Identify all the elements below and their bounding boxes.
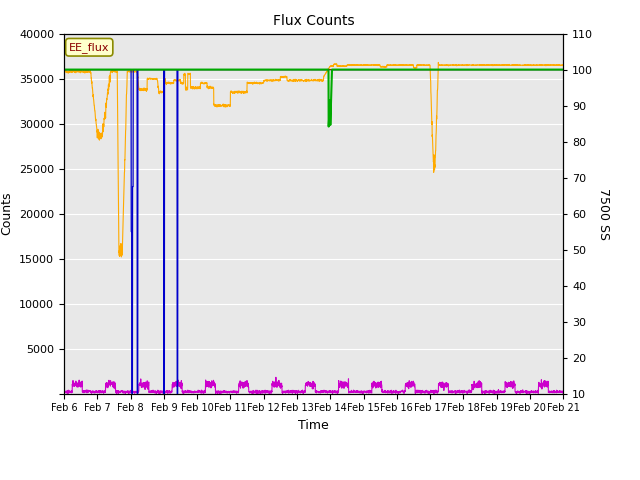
- Text: EE_flux: EE_flux: [69, 42, 109, 53]
- X-axis label: Time: Time: [298, 419, 329, 432]
- Y-axis label: Counts: Counts: [1, 192, 13, 235]
- Title: Flux Counts: Flux Counts: [273, 14, 355, 28]
- Legend: wmp_cnt, li75_cnt, li77_cnt, Li75_SS, batt_volt: wmp_cnt, li75_cnt, li77_cnt, Li75_SS, ba…: [108, 479, 519, 480]
- Y-axis label: 7500 SS: 7500 SS: [597, 188, 610, 240]
